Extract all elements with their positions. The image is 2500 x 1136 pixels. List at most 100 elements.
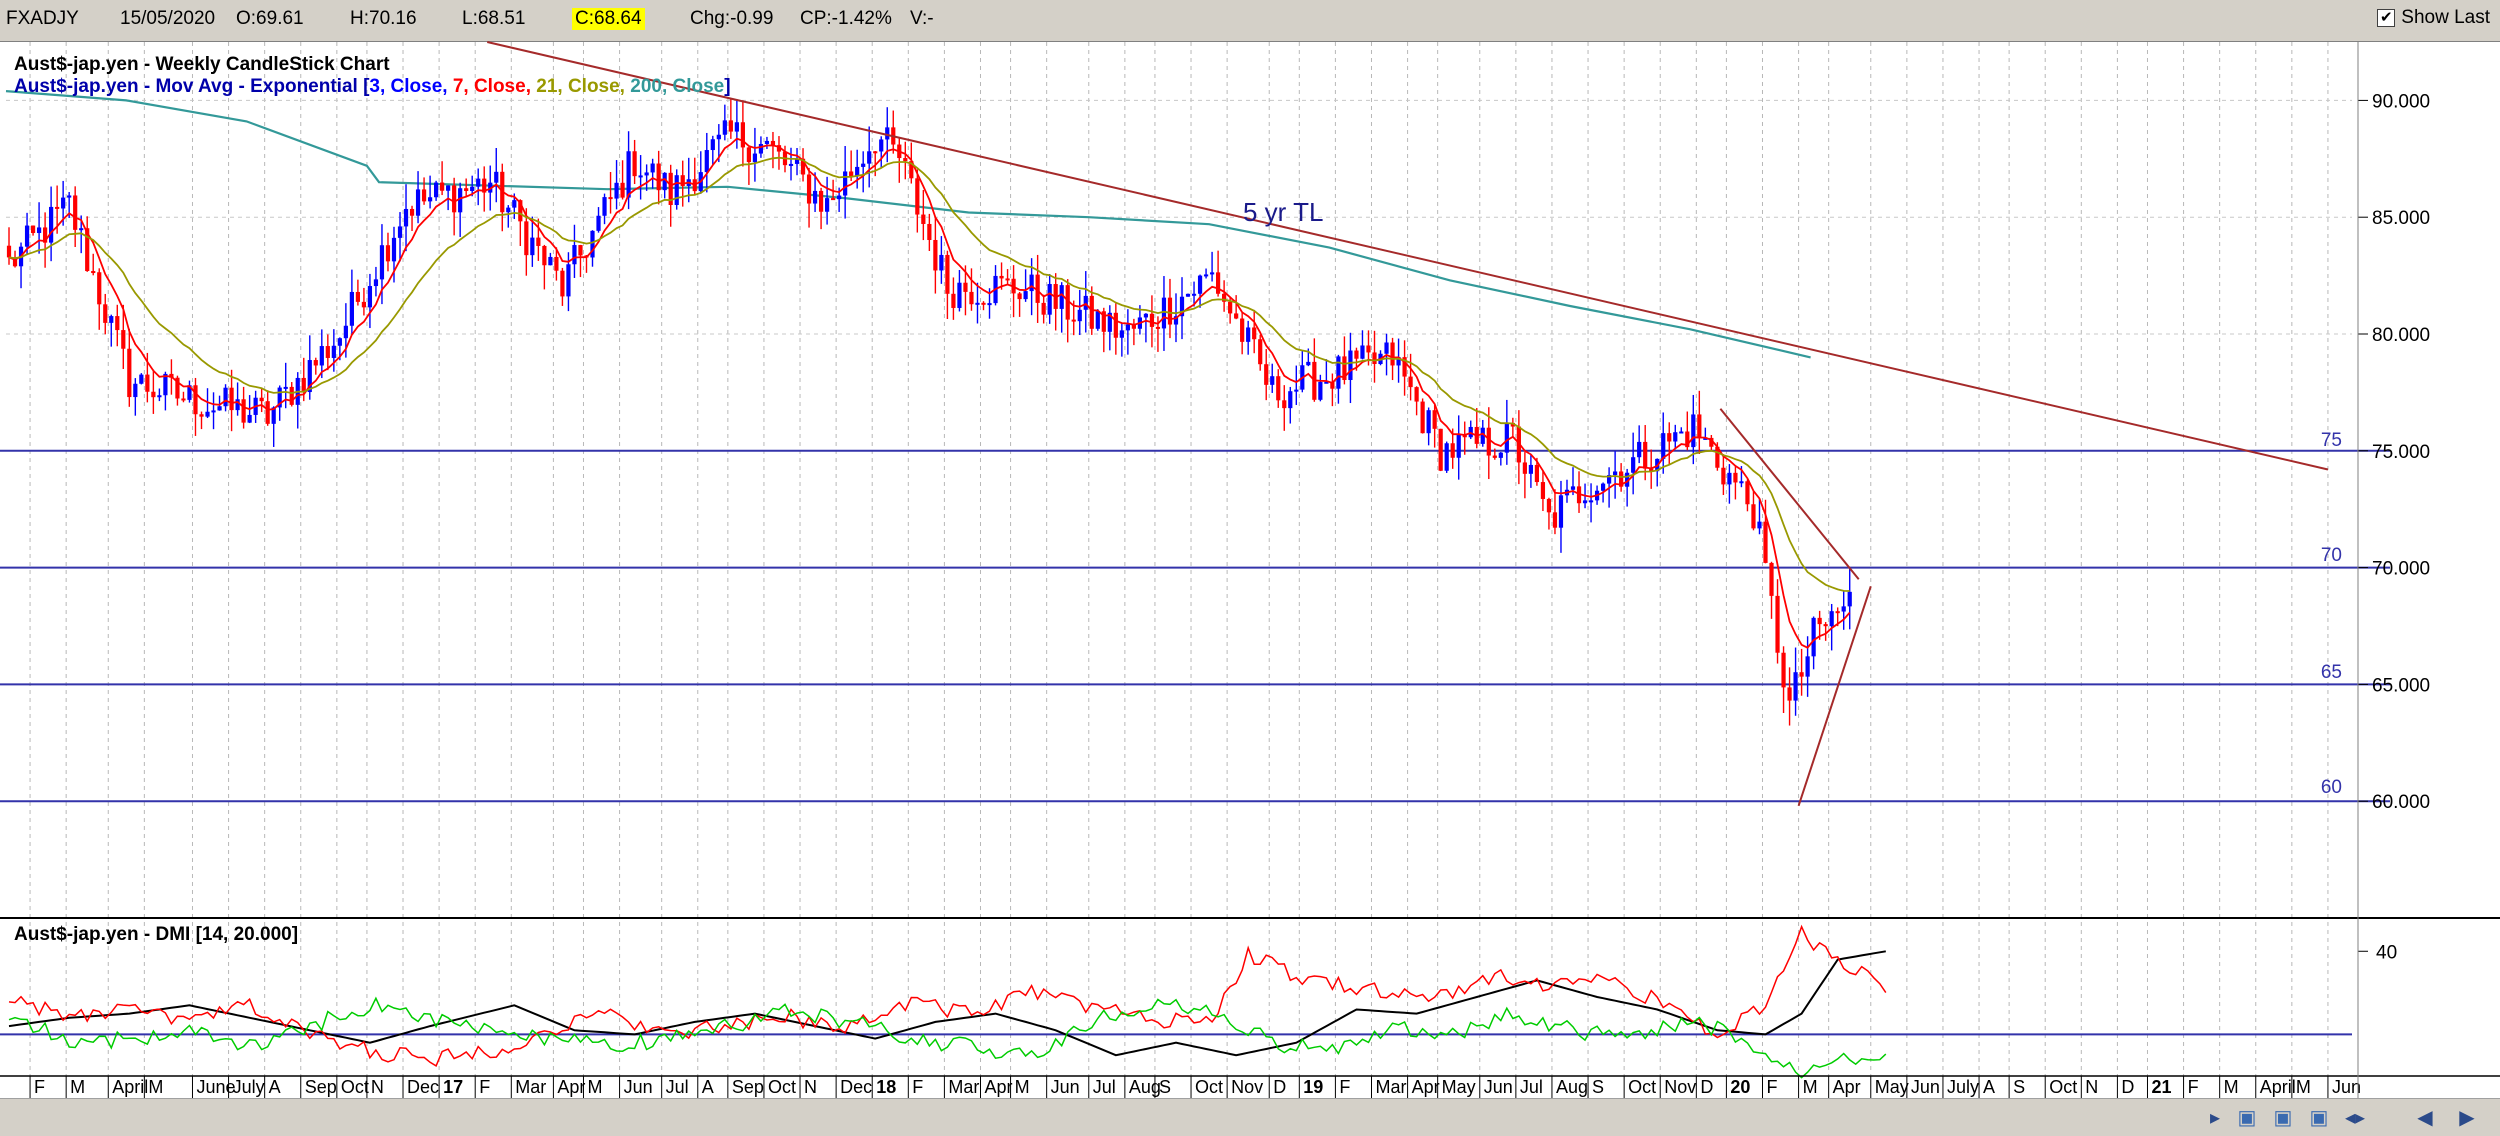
x-tick-label: Jun (2332, 1077, 2361, 1097)
open-label: O:69.61 (236, 8, 304, 29)
step-left-icon[interactable]: ◀ (2417, 1107, 2433, 1129)
candle-body (1649, 468, 1654, 472)
candle-body (458, 188, 463, 213)
candle-body (927, 223, 932, 240)
ema-21-line (8, 156, 1850, 592)
ma-legend-prefix: Aust$-jap.yen - Mov Avg - Exponential [ (14, 76, 370, 97)
candle-body (915, 178, 920, 215)
zoom-fit-icon[interactable]: ▣ (2309, 1107, 2329, 1129)
x-tick-label: N (371, 1077, 384, 1097)
candle-body (1691, 414, 1696, 448)
scroll-right-icon[interactable]: ▸ (2209, 1107, 2221, 1129)
candle-body (855, 166, 860, 177)
x-tick-label: A (269, 1077, 281, 1097)
candle-body (987, 303, 992, 306)
candle-body (1029, 274, 1034, 292)
candle-body (1588, 500, 1594, 503)
x-tick-label: F (1339, 1077, 1350, 1097)
candle-body (1017, 293, 1022, 300)
candle-body (127, 348, 132, 398)
candle-body (470, 186, 475, 191)
x-tick-label: Nov (1231, 1077, 1263, 1097)
zoom-out-icon[interactable]: ▣ (2273, 1107, 2293, 1129)
candle-body (776, 145, 782, 152)
candle-body (373, 279, 379, 287)
x-tick-label: 20 (1730, 1077, 1750, 1097)
candle-body (1697, 414, 1702, 439)
candle-body (121, 330, 126, 349)
candle-body (1811, 617, 1816, 657)
candle-body (1360, 345, 1365, 359)
candle-body (343, 325, 348, 339)
candle-body (1817, 617, 1822, 625)
x-tick-label: Sep (732, 1077, 764, 1097)
x-tick-label: Jun (1484, 1077, 1513, 1097)
candle-body (331, 345, 336, 358)
page-left-icon[interactable]: ◂▸ (2344, 1107, 2366, 1129)
price-axis: 90.000 85.000 80.000 75.000 70.000 65.000 60.0… (2358, 91, 2430, 963)
candle-body (1727, 472, 1732, 485)
candle-body (446, 185, 451, 191)
candle-body (61, 197, 66, 209)
ma-legend-suffix: ] (724, 76, 730, 97)
candle-body (1528, 464, 1534, 474)
x-tick-label: June (196, 1077, 235, 1097)
x-tick-label: May (1875, 1077, 1909, 1097)
candle-body (764, 140, 770, 144)
candle-body (1745, 481, 1750, 505)
candle-body (1631, 457, 1636, 473)
candle-body (1149, 313, 1155, 327)
candle-body (1426, 410, 1431, 434)
candle-body (325, 346, 330, 358)
x-tick-label: F (479, 1077, 490, 1097)
candle-body (578, 245, 583, 256)
candle-body (1113, 312, 1118, 338)
x-tick-label: Mar (515, 1077, 546, 1097)
candle-body (1294, 389, 1299, 392)
x-tick-label: M (1803, 1077, 1818, 1097)
candle-body (644, 172, 649, 176)
zoom-in-icon[interactable]: ▣ (2237, 1107, 2257, 1129)
show-last-toggle[interactable]: ✔ Show Last (2377, 7, 2490, 29)
candle-body (247, 414, 252, 423)
ma-legend: Aust$-jap.yen - Mov Avg - Exponential [3… (14, 76, 731, 97)
step-right-icon[interactable]: ▶ (2459, 1107, 2475, 1129)
x-tick-label: Jul (1520, 1077, 1543, 1097)
dmi-series-2 (8, 996, 1887, 1079)
candle-body (49, 206, 54, 243)
candle-body (794, 158, 800, 164)
candle-body (873, 151, 878, 154)
candle-body (1540, 482, 1546, 499)
candle-body (566, 264, 571, 297)
candle-body (1673, 432, 1678, 442)
x-tick-label: N (804, 1077, 817, 1097)
candle-body (548, 256, 553, 266)
x-tick-label: Apr (557, 1077, 585, 1097)
candle-body (433, 182, 439, 198)
show-last-checkbox[interactable]: ✔ (2377, 9, 2396, 27)
candle-body (734, 122, 739, 132)
candle-body (608, 197, 613, 200)
candle-body (1041, 302, 1046, 315)
candle-body (1354, 350, 1359, 359)
y-tick-label: 65.000 (2372, 675, 2430, 696)
x-tick-label: A (702, 1077, 714, 1097)
candle-body (488, 182, 493, 193)
candle-body (42, 227, 48, 243)
candle-body (614, 182, 619, 199)
scroll-track[interactable] (0, 1103, 2200, 1131)
candle-body (1107, 312, 1112, 332)
candle-body (1119, 330, 1124, 338)
time-scrollbar[interactable]: ▸ ▣ ▣ ▣ ◂▸ ◀ ▶ (0, 1098, 2500, 1136)
x-tick-label: M (587, 1077, 602, 1097)
close-label: C:68.64 (572, 8, 645, 30)
candle-body (1197, 275, 1203, 294)
candle-body (518, 200, 523, 222)
candle-body (632, 151, 637, 177)
candle-body (951, 293, 956, 308)
candle-body (1835, 611, 1840, 614)
candle-body (1324, 381, 1329, 384)
candle-body (716, 134, 721, 140)
x-tick-label: Jul (1093, 1077, 1116, 1097)
candle-body (1757, 521, 1762, 529)
